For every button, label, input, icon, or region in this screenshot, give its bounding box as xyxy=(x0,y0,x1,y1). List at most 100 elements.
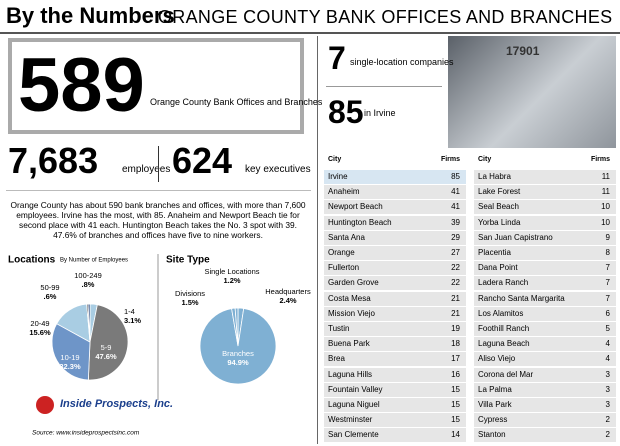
city: Tustin xyxy=(328,324,350,333)
firms: 27 xyxy=(451,248,460,257)
city: Orange xyxy=(328,248,355,257)
firms: 39 xyxy=(451,217,460,227)
table-row: La Habra 11 xyxy=(474,170,616,184)
table-row: Westminster 15 xyxy=(324,413,466,428)
slice-label: 50-99 xyxy=(40,283,59,292)
city: Cypress xyxy=(478,415,508,425)
firms: 7 xyxy=(605,293,610,303)
total: 589 xyxy=(18,43,145,128)
total-label: Orange County Bank Offices and Branches xyxy=(150,97,323,107)
firms: 14 xyxy=(451,430,460,440)
irvine-label: in Irvine xyxy=(364,108,396,118)
firms: 10 xyxy=(601,217,610,227)
firms: 15 xyxy=(451,415,460,425)
header: By the Numbers ORANGE COUNTY BANK OFFICE… xyxy=(0,0,620,34)
column-header: City xyxy=(328,156,342,163)
table-row: Los Alamitos 6 xyxy=(474,306,616,321)
rule xyxy=(326,86,442,87)
pie-slice xyxy=(234,307,239,347)
firms: 19 xyxy=(451,324,460,333)
table-row: Fountain Valley 15 xyxy=(324,382,466,397)
table-row: Rancho Santa Margarita 7 xyxy=(474,291,616,306)
executives-label: key executives xyxy=(245,164,311,175)
table-row: Mission Viejo 21 xyxy=(324,306,466,321)
city: Los Alamitos xyxy=(478,308,524,318)
title: By the Numbers xyxy=(6,3,175,28)
city: Huntington Beach xyxy=(328,217,392,227)
city: Corona del Mar xyxy=(478,369,534,379)
table-row: Orange 27 xyxy=(324,246,466,260)
city: Anaheim xyxy=(328,187,360,197)
slice-value: .8% xyxy=(82,280,95,289)
table-row: Irvine 85 xyxy=(324,170,466,184)
column-header: City xyxy=(478,156,492,163)
city: Dana Point xyxy=(478,263,518,273)
city: Buena Park xyxy=(328,339,370,349)
table-row: Laguna Hills 16 xyxy=(324,367,466,382)
table-row: Laguna Niguel 15 xyxy=(324,398,466,412)
table-row: Yorba Linda 10 xyxy=(474,215,616,230)
firms: 16 xyxy=(451,369,460,379)
pie-slice xyxy=(51,323,91,381)
slice-value: 32.3% xyxy=(59,362,81,371)
firms: 41 xyxy=(451,187,460,197)
city: La Habra xyxy=(478,172,511,181)
table-row: La Palma 3 xyxy=(474,382,616,397)
table-row: Brea 17 xyxy=(324,352,466,367)
firms: 15 xyxy=(451,384,460,394)
firms: 5 xyxy=(605,324,610,333)
city: Laguna Beach xyxy=(478,339,530,349)
city: Ladera Ranch xyxy=(478,278,529,288)
table-row: Costa Mesa 21 xyxy=(324,291,466,306)
firms: 4 xyxy=(605,339,610,349)
table-row: Anaheim 41 xyxy=(324,185,466,200)
city: Rancho Santa Margarita xyxy=(478,293,565,303)
firms: 21 xyxy=(451,293,460,303)
city: Stanton xyxy=(478,430,506,440)
city: San Juan Capistrano xyxy=(478,232,553,242)
city: Westminster xyxy=(328,415,373,425)
firms: 3 xyxy=(605,384,610,394)
slice-value: 3.1% xyxy=(124,316,141,325)
source: Source: www.insideprospectsinc.com xyxy=(32,430,140,437)
subtitle: ORANGE COUNTY BANK OFFICES AND BRANCHES xyxy=(158,7,613,27)
employees-label: employees xyxy=(122,164,171,175)
city: Laguna Niguel xyxy=(328,400,380,409)
slice-value: 15.6% xyxy=(29,328,51,337)
slice-value: 1.5% xyxy=(181,298,198,307)
pie-slice xyxy=(87,304,129,381)
pie-slice xyxy=(87,303,91,343)
column-header: Firms xyxy=(590,156,610,163)
firms: 9 xyxy=(605,232,610,242)
firms: 18 xyxy=(451,339,460,349)
city: Foothill Ranch xyxy=(478,324,530,333)
table-row: Santa Ana 29 xyxy=(324,230,466,245)
city: Yorba Linda xyxy=(478,217,521,227)
firms: 2 xyxy=(605,430,610,440)
city: San Clemente xyxy=(328,430,379,440)
logo-icon xyxy=(36,396,54,414)
charts: Locations By Number of Employees Site Ty… xyxy=(8,254,311,437)
slice-label: 5-9 xyxy=(101,343,112,352)
irvine: 85 xyxy=(328,94,364,130)
city: La Palma xyxy=(478,384,512,394)
table-row: Dana Point 7 xyxy=(474,261,616,276)
city: Newport Beach xyxy=(328,202,383,212)
city: Brea xyxy=(328,354,345,364)
firms: 17 xyxy=(451,354,460,364)
city: Fountain Valley xyxy=(328,384,383,394)
column-header: Firms xyxy=(440,156,460,163)
table-row: Foothill Ranch 5 xyxy=(474,322,616,336)
slice-value: .6% xyxy=(44,292,57,301)
photo: 17901 xyxy=(448,36,616,148)
firms: 22 xyxy=(451,263,460,273)
photo-label: 17901 xyxy=(506,44,540,58)
slice-label: 100-249 xyxy=(74,271,102,280)
table-row: Tustin 19 xyxy=(324,322,466,336)
firms: 7 xyxy=(605,278,610,288)
slice-value: 2.4% xyxy=(279,296,296,305)
city: Laguna Hills xyxy=(328,369,373,379)
table-row: Laguna Beach 4 xyxy=(474,337,616,352)
firms: 22 xyxy=(451,278,460,288)
